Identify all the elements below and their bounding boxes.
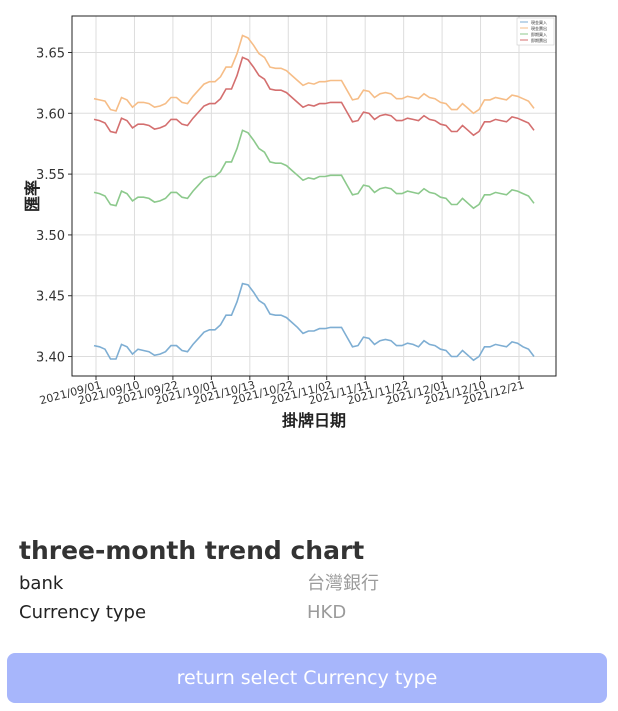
y-axis-label: 匯率 [23,180,42,212]
currency-value: HKD [307,602,347,623]
series-line-4 [93,56,535,137]
plot-frame [71,15,557,377]
bank-label: bank [19,573,64,594]
legend-entry: 即期賣出 [531,37,547,43]
info-panel: three-month trend chart bank 台灣銀行 Curren… [19,533,599,627]
section-title: three-month trend chart [19,536,365,565]
legend-entry: 現金賣出 [531,25,547,31]
y-tick-label: 3.60 [36,107,65,122]
bank-value: 台灣銀行 [307,573,379,594]
return-select-currency-button[interactable]: return select Currency type [7,653,607,703]
trend-chart: 2021/09/01 2021/09/10 2021/09/22 2021/10/01… [23,15,557,430]
x-axis-label: 掛牌日期 [282,411,346,430]
series-line-3 [93,129,535,210]
plot-area [72,16,556,376]
y-tick-label: 3.55 [36,168,65,183]
y-tick-label: 3.40 [36,351,65,366]
currency-row: Currency type HKD [19,598,599,627]
trend-chart-svg: 2021/09/012021/09/102021/09/222021/10/01… [23,15,557,430]
currency-label: Currency type [19,602,147,623]
y-tick-label: 3.45 [36,290,65,305]
legend-entry: 即期買入 [531,31,547,37]
series-line-2 [93,34,535,115]
y-tick-label: 3.50 [36,229,65,244]
y-tick-label: 3.65 [36,46,65,61]
bank-row: bank 台灣銀行 [19,569,599,598]
series-line-1 [93,282,535,362]
legend-entry: 現金買入 [531,19,547,25]
